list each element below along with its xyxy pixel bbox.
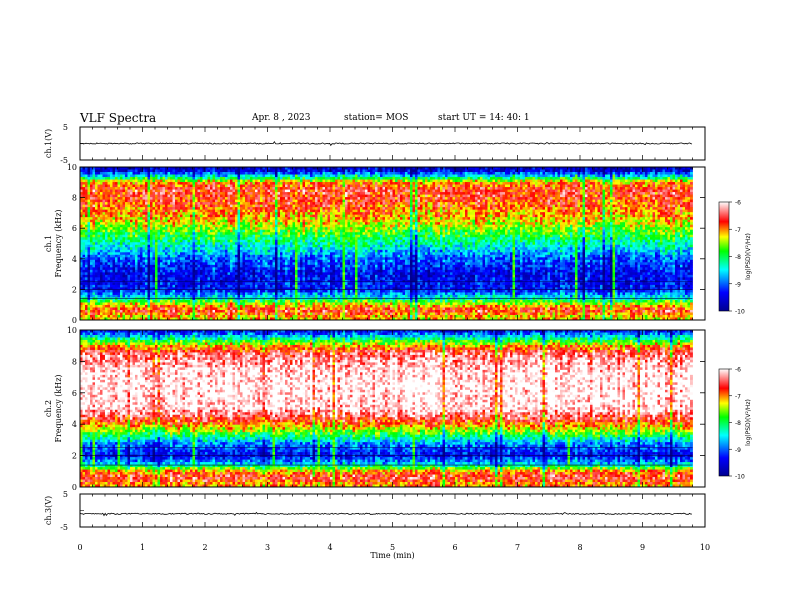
ch1v-trace [80, 142, 692, 146]
ch2_spec-ytick-label: 0 [72, 483, 77, 492]
ch2_spec-colorbar-label: log(PSD)(V²/Hz) [745, 399, 752, 446]
x-tick-label: 1 [140, 543, 145, 552]
ch2_spec-ytick-label: 10 [67, 326, 77, 335]
ch1_spec-ytick-label: 10 [67, 163, 77, 172]
x-tick-label: 0 [77, 543, 82, 552]
ch2_spec-ylabel: ch.2 [44, 400, 53, 417]
ch1_spec-colorbar-tick-label: -9 [735, 281, 741, 288]
ch1_spec-ytick-label: 8 [72, 194, 77, 203]
ch2_spec-ylabel2: Frequency (kHz) [54, 374, 63, 442]
ch2_spec-colorbar-tick-label: -10 [735, 474, 745, 481]
ch1v-ytick-label: -5 [60, 156, 68, 165]
ch1_spec-colorbar-tick-label: -8 [735, 254, 741, 261]
x-tick-label: 2 [202, 543, 207, 552]
ch2_spec-heatmap [80, 330, 693, 487]
ch2_spec-ytick-label: 6 [72, 389, 77, 398]
x-tick-label: 4 [327, 543, 332, 552]
ch1_spec-ylabel: ch.1 [44, 235, 53, 252]
ch3v-trace [80, 513, 692, 516]
x-tick-label: 6 [452, 543, 457, 552]
ch2_spec-colorbar-tick-label: -6 [735, 367, 741, 374]
vlf-spectra-figure: 0246810ch.1 Frequency (kHz)-6-7-8-9-10log… [0, 0, 792, 612]
ch1v-ytick-label: 5 [63, 123, 68, 132]
ch1_spec-ylabel2: Frequency (kHz) [54, 209, 63, 277]
ch1_spec-ytick-label: 2 [72, 285, 77, 294]
ch1_spec-colorbar-label: log(PSD)(V²/Hz) [745, 233, 752, 280]
ch2_spec-ytick-label: 8 [72, 357, 77, 366]
x-tick-label: 7 [515, 543, 520, 552]
ch1_spec-ytick-label: 6 [72, 224, 77, 233]
ch3v-ytick-label: -5 [60, 523, 68, 532]
ch1_spec-colorbar [719, 202, 729, 311]
x-tick-label: 9 [640, 543, 645, 552]
ch1_spec-heatmap [80, 167, 693, 320]
ch2_spec-ytick-label: 2 [72, 452, 77, 461]
ch3v-ytick-label: 5 [63, 490, 68, 499]
ch2_spec-colorbar [719, 369, 729, 476]
x-tick-label: 10 [700, 543, 710, 552]
ch2_spec-colorbar-tick-label: -9 [735, 447, 741, 454]
ch3v-ylabel: ch.3(V) [44, 496, 53, 525]
ch1_spec-ytick-label: 0 [72, 316, 77, 325]
ch1_spec-colorbar-tick-label: -10 [735, 309, 745, 316]
ch2_spec-colorbar-tick-label: -7 [735, 393, 741, 400]
ch1v-ylabel: ch.1(V) [44, 129, 53, 158]
ch2_spec-ytick-label: 4 [72, 420, 77, 429]
ch1_spec-colorbar-tick-label: -6 [735, 200, 741, 207]
ch1_spec-colorbar-tick-label: -7 [735, 227, 741, 234]
ch1_spec-ytick-label: 4 [72, 255, 77, 264]
x-tick-label: 3 [265, 543, 270, 552]
ch2_spec-colorbar-tick-label: -8 [735, 420, 741, 427]
x-tick-label: 8 [577, 543, 582, 552]
x-axis-title: Time (min) [370, 551, 414, 560]
